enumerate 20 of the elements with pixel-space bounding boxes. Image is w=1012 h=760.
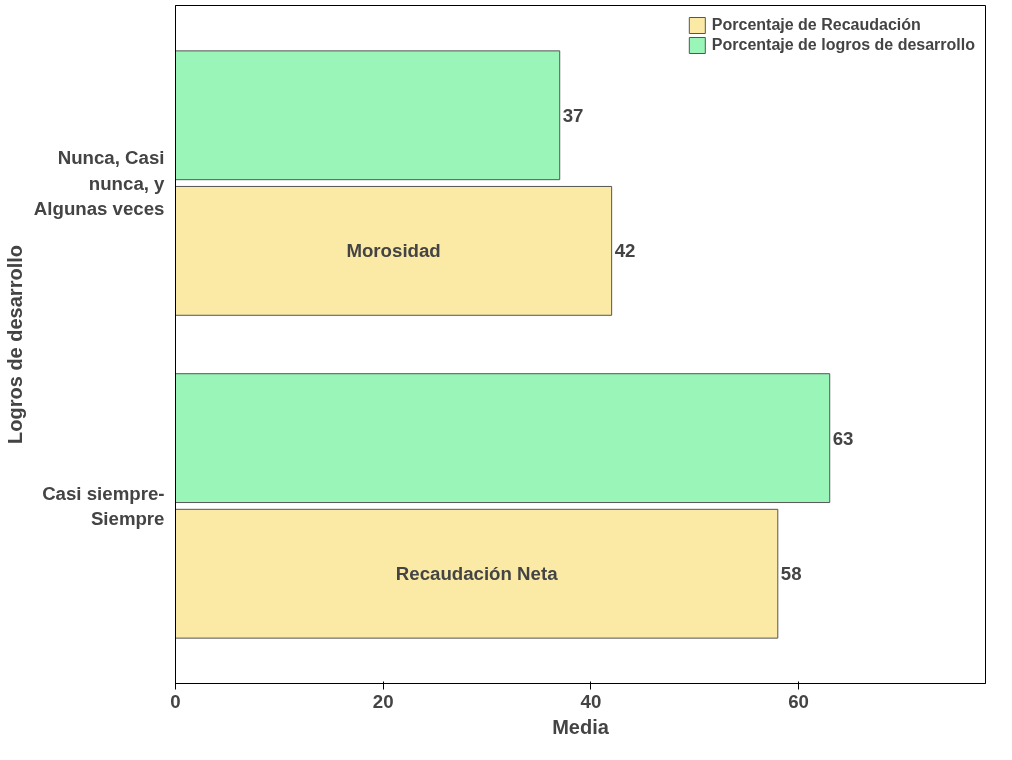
bar [175,50,561,181]
y-axis-title: Logros de desarrollo [3,245,26,444]
legend-label: Porcentaje de Recaudación [711,16,921,34]
x-axis-title: Media [552,715,610,738]
data-label: 63 [832,427,854,449]
legend-label: Porcentaje de logros de desarrollo [711,36,975,54]
data-label: 42 [614,240,636,262]
y-tick-label: Nunca, Casi nunca, y Algunas veces [33,147,166,219]
annotation: Morosidad [346,240,441,262]
x-tick-label: 20 [372,690,394,712]
bar [175,373,831,504]
y-tick-label: Casi siempre-Siempre [42,482,165,530]
x-tick-label: 40 [580,690,602,712]
data-label: 58 [780,563,802,585]
annotation: Recaudación Neta [395,563,559,585]
bar [175,508,779,639]
bar [175,185,613,316]
x-tick-label: 0 [170,690,181,712]
x-tick-label: 60 [788,690,809,712]
data-label: 37 [562,104,584,126]
